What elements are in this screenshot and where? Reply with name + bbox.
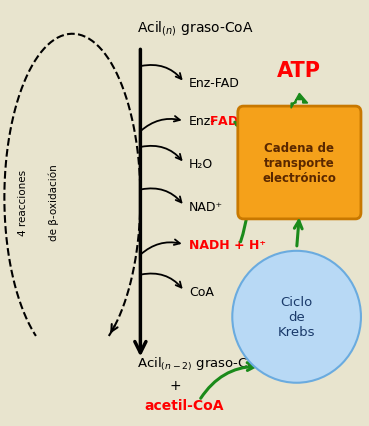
Text: Acil$_{(n-2)}$ graso-CoA: Acil$_{(n-2)}$ graso-CoA — [137, 355, 266, 372]
Text: de β-oxidación: de β-oxidación — [49, 164, 59, 241]
Text: NAD⁺: NAD⁺ — [189, 200, 223, 213]
Text: ATP: ATP — [277, 61, 321, 81]
Text: Cadena de
transporte
electrónico: Cadena de transporte electrónico — [262, 142, 336, 184]
Polygon shape — [291, 94, 308, 109]
Text: acetil-CoA: acetil-CoA — [144, 398, 224, 412]
Text: Enz-FAD: Enz-FAD — [189, 77, 240, 90]
Text: CoA: CoA — [189, 285, 214, 298]
FancyBboxPatch shape — [238, 107, 361, 219]
Text: Ciclo
de
Krebs: Ciclo de Krebs — [278, 296, 315, 339]
Text: Acil$_{(n)}$ graso-CoA: Acil$_{(n)}$ graso-CoA — [137, 19, 254, 38]
Text: FADH$_2$: FADH$_2$ — [209, 114, 255, 129]
Ellipse shape — [232, 251, 361, 383]
Text: H₂O: H₂O — [189, 158, 213, 171]
Text: NADH + H⁺: NADH + H⁺ — [189, 239, 266, 251]
Text: +: + — [170, 378, 182, 392]
Text: Enz-: Enz- — [189, 115, 215, 128]
Text: 4 reacciones: 4 reacciones — [18, 170, 28, 236]
